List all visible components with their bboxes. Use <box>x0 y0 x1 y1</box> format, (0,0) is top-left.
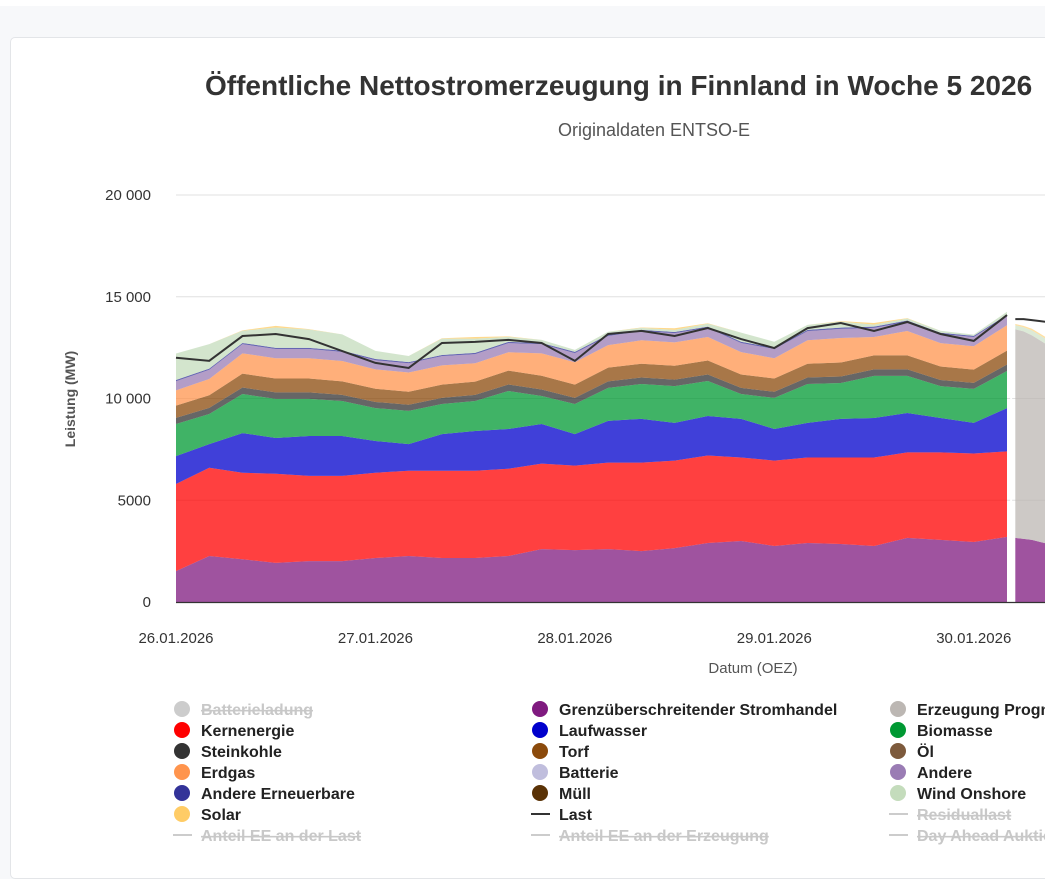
line-last[interactable] <box>175 314 1008 370</box>
legend-item-anteil-ee-an-der-erzeugung[interactable]: Anteil EE an der Erzeugung <box>531 828 769 845</box>
legend-label: Laufwasser <box>559 723 647 740</box>
y-tick-label: 0 <box>143 594 151 611</box>
area-grenzueberschreitender-stromhandel[interactable] <box>176 536 1007 602</box>
legend-item-erzeugung-prognose[interactable]: Erzeugung Prognose <box>890 701 1045 719</box>
legend-item-grenzueberschreitender-stromhandel[interactable]: Grenzüberschreitender Stromhandel <box>532 701 837 719</box>
x-tick-label: 28.01.2026 <box>537 630 612 647</box>
chart-title: Öffentliche Nettostromerzeugung in Finnl… <box>205 70 1032 101</box>
area-erzeugung-prognose[interactable] <box>1015 329 1045 544</box>
plot-area <box>176 311 1045 602</box>
legend-label: Anteil EE an der Erzeugung <box>559 828 769 845</box>
axes: 0 5000 10 000 15 000 20 000 26.01.2026 27.01.2… <box>105 187 1045 647</box>
legend-dot-icon <box>174 722 190 738</box>
legend-label: Batterie <box>559 765 619 782</box>
legend-label: Steinkohle <box>201 744 282 761</box>
legend-label: Wind Onshore <box>917 786 1026 803</box>
area-kernenergie[interactable] <box>176 451 1007 572</box>
legend-item-batterieladung[interactable]: Batterieladung <box>174 701 313 719</box>
legend-item-kernenergie[interactable]: Kernenergie <box>174 722 294 740</box>
area-steinkohle[interactable] <box>176 364 1007 424</box>
x-tick-label: 29.01.2026 <box>737 630 812 647</box>
legend-label: Batterieladung <box>201 702 313 719</box>
legend-label: Torf <box>559 744 590 761</box>
forecast-area-grenzueberschreitender-stromhandel[interactable] <box>1015 537 1045 602</box>
legend-dot-icon <box>532 701 548 717</box>
x-axis-title: Datum (OEZ) <box>708 660 797 677</box>
legend-item-day-ahead-auktion[interactable]: Day Ahead Auktion <box>889 828 1045 845</box>
legend-dot-icon <box>174 743 190 759</box>
legend-item-batterie[interactable]: Batterie <box>532 764 619 782</box>
area-torf[interactable] <box>176 350 1007 418</box>
chart: Öffentliche Nettostromerzeugung in Finnl… <box>62 70 1045 845</box>
legend-item-anteil-ee-an-der-last[interactable]: Anteil EE an der Last <box>173 828 362 845</box>
legend-label: Öl <box>917 742 934 761</box>
legend-dot-icon <box>890 701 906 717</box>
legend-item-oel[interactable]: Öl <box>890 742 934 761</box>
legend-label: Anteil EE an der Last <box>201 828 362 845</box>
legend-item-wind-onshore[interactable]: Wind Onshore <box>890 785 1026 803</box>
legend-dot-icon <box>532 743 548 759</box>
forecast-area-solar[interactable] <box>1015 324 1045 340</box>
legend-item-andere[interactable]: Andere <box>890 764 972 782</box>
legend-item-biomasse[interactable]: Biomasse <box>890 722 993 740</box>
legend-dot-icon <box>890 785 906 801</box>
legend-dot-icon <box>174 806 190 822</box>
legend-dot-icon <box>174 764 190 780</box>
forecast-area-wind-onshore[interactable] <box>1015 325 1045 345</box>
legend-item-solar[interactable]: Solar <box>174 806 241 824</box>
legend-label: Solar <box>201 807 241 824</box>
legend-dot-icon <box>174 701 190 717</box>
legend-label: Last <box>559 807 593 824</box>
legend-item-andere-erneuerbare[interactable]: Andere Erneuerbare <box>174 785 355 803</box>
line-layer <box>175 314 1045 370</box>
legend: Batterieladung Grenzüberschreitender Stro… <box>173 701 1045 845</box>
legend-label: Biomasse <box>917 723 993 740</box>
x-tick-label: 27.01.2026 <box>338 630 413 647</box>
legend-item-residuallast[interactable]: Residuallast <box>889 807 1012 824</box>
y-tick-label: 20 000 <box>105 187 151 204</box>
y-tick-label: 5000 <box>118 492 151 509</box>
x-tick-label: 30.01.2026 <box>936 630 1011 647</box>
legend-label: Andere Erneuerbare <box>201 786 355 803</box>
legend-item-muell[interactable]: Müll <box>532 785 591 803</box>
chart-card: Öffentliche Nettostromerzeugung in Finnl… <box>10 37 1045 879</box>
legend-dot-icon <box>174 785 190 801</box>
chart-subtitle: Originaldaten ENTSO-E <box>558 120 750 140</box>
legend-label: Residuallast <box>917 807 1012 824</box>
area-biomasse[interactable] <box>176 371 1007 457</box>
legend-item-torf[interactable]: Torf <box>532 743 590 761</box>
legend-dot-icon <box>890 764 906 780</box>
legend-label: Day Ahead Auktion <box>917 828 1045 845</box>
line-last-forecast[interactable] <box>1015 318 1045 323</box>
legend-dot-icon <box>532 722 548 738</box>
y-axis-title: Leistung (MW) <box>62 351 78 447</box>
legend-label: Andere <box>917 765 972 782</box>
legend-item-erdgas[interactable]: Erdgas <box>174 764 255 782</box>
legend-label: Erzeugung Prognose <box>917 702 1045 719</box>
legend-dot-icon <box>890 722 906 738</box>
legend-item-laufwasser[interactable]: Laufwasser <box>532 722 647 740</box>
area-laufwasser[interactable] <box>176 408 1007 484</box>
area-wind-onshore[interactable] <box>176 311 1007 380</box>
legend-label: Müll <box>559 786 591 803</box>
x-tick-label: 26.01.2026 <box>138 630 213 647</box>
legend-label: Kernenergie <box>201 723 294 740</box>
legend-item-steinkohle[interactable]: Steinkohle <box>174 743 282 761</box>
legend-item-last[interactable]: Last <box>531 807 593 824</box>
y-tick-label: 10 000 <box>105 391 151 408</box>
legend-dot-icon <box>532 785 548 801</box>
legend-dot-icon <box>532 764 548 780</box>
legend-label: Grenzüberschreitender Stromhandel <box>559 702 837 719</box>
legend-label: Erdgas <box>201 765 255 782</box>
top-bar <box>0 0 1045 6</box>
y-tick-label: 15 000 <box>105 289 151 306</box>
legend-dot-icon <box>890 743 906 759</box>
area-erdgas[interactable] <box>176 325 1007 406</box>
area-andere[interactable] <box>176 316 1007 391</box>
